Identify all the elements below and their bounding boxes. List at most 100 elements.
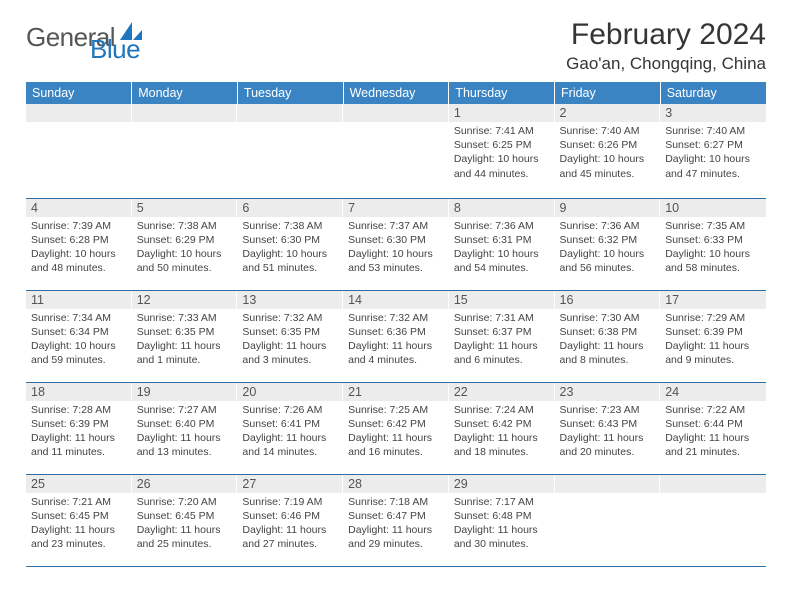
sunrise-text: Sunrise: 7:23 AM bbox=[560, 403, 656, 417]
sunrise-text: Sunrise: 7:38 AM bbox=[137, 219, 233, 233]
day-number: 29 bbox=[449, 475, 555, 493]
daylight-text: Daylight: 11 hours and 6 minutes. bbox=[454, 339, 550, 367]
daylight-text: Daylight: 11 hours and 29 minutes. bbox=[348, 523, 444, 551]
sunset-text: Sunset: 6:48 PM bbox=[454, 509, 550, 523]
calendar-day-cell bbox=[132, 104, 238, 198]
location: Gao'an, Chongqing, China bbox=[566, 54, 766, 74]
day-number: 21 bbox=[343, 383, 449, 401]
daylight-text: Daylight: 11 hours and 14 minutes. bbox=[242, 431, 338, 459]
col-saturday: Saturday bbox=[660, 82, 766, 104]
sunrise-text: Sunrise: 7:31 AM bbox=[454, 311, 550, 325]
daylight-text: Daylight: 11 hours and 1 minute. bbox=[137, 339, 233, 367]
day-body: Sunrise: 7:38 AMSunset: 6:29 PMDaylight:… bbox=[132, 217, 238, 280]
calendar-week-row: 18 Sunrise: 7:28 AMSunset: 6:39 PM Dayligh… bbox=[26, 382, 766, 474]
day-body: Sunrise: 7:19 AMSunset: 6:46 PMDaylight:… bbox=[237, 493, 343, 556]
sunrise-text: Sunrise: 7:24 AM bbox=[454, 403, 550, 417]
day-number bbox=[660, 475, 766, 493]
day-body: Sunrise: 7:27 AMSunset: 6:40 PMDaylight:… bbox=[132, 401, 238, 464]
daylight-text: Daylight: 10 hours and 53 minutes. bbox=[348, 247, 444, 275]
sunset-text: Sunset: 6:41 PM bbox=[242, 417, 338, 431]
calendar-thead: Sunday Monday Tuesday Wednesday Thursday… bbox=[26, 82, 766, 104]
calendar-day-cell: 10Sunrise: 7:35 AMSunset: 6:33 PMDayligh… bbox=[660, 198, 766, 290]
day-number: 7 bbox=[343, 199, 449, 217]
col-tuesday: Tuesday bbox=[237, 82, 343, 104]
daylight-text: Daylight: 11 hours and 23 minutes. bbox=[31, 523, 127, 551]
day-number: 5 bbox=[132, 199, 238, 217]
calendar-day-cell: 19Sunrise: 7:27 AMSunset: 6:40 PMDayligh… bbox=[132, 382, 238, 474]
sunset-text: Sunset: 6:25 PM bbox=[454, 138, 550, 152]
sunrise-text: Sunrise: 7:41 AM bbox=[454, 124, 550, 138]
day-number: 25 bbox=[26, 475, 132, 493]
col-thursday: Thursday bbox=[449, 82, 555, 104]
daylight-text: Daylight: 10 hours and 50 minutes. bbox=[137, 247, 233, 275]
day-body: Sunrise: 7:20 AMSunset: 6:45 PMDaylight:… bbox=[132, 493, 238, 556]
sunrise-text: Sunrise: 7:20 AM bbox=[137, 495, 233, 509]
calendar-week-row: 4Sunrise: 7:39 AMSunset: 6:28 PMDaylight… bbox=[26, 198, 766, 290]
day-body: Sunrise: 7:36 AMSunset: 6:32 PMDaylight:… bbox=[555, 217, 661, 280]
daylight-text: Daylight: 10 hours and 45 minutes. bbox=[560, 152, 656, 180]
sunrise-text: Sunrise: 7:19 AM bbox=[242, 495, 338, 509]
sunset-text: Sunset: 6:39 PM bbox=[31, 417, 127, 431]
sunset-text: Sunset: 6:42 PM bbox=[454, 417, 550, 431]
day-body: Sunrise: 7:17 AMSunset: 6:48 PMDaylight:… bbox=[449, 493, 555, 556]
calendar-day-cell: 18Sunrise: 7:28 AMSunset: 6:39 PMDayligh… bbox=[26, 382, 132, 474]
calendar-day-cell bbox=[343, 104, 449, 198]
sunset-text: Sunset: 6:38 PM bbox=[560, 325, 656, 339]
day-body: Sunrise: 7:30 AMSunset: 6:38 PMDaylight:… bbox=[555, 309, 661, 372]
sunrise-text: Sunrise: 7:34 AM bbox=[31, 311, 127, 325]
sunrise-text: Sunrise: 7:37 AM bbox=[348, 219, 444, 233]
calendar-day-cell: 1Sunrise: 7:41 AMSunset: 6:25 PMDaylight… bbox=[449, 104, 555, 198]
sunrise-text: Sunrise: 7:32 AM bbox=[242, 311, 338, 325]
day-number: 17 bbox=[660, 291, 766, 309]
day-body: Sunrise: 7:29 AMSunset: 6:39 PMDaylight:… bbox=[660, 309, 766, 372]
day-number: 2 bbox=[555, 104, 661, 122]
day-body: Sunrise: 7:35 AMSunset: 6:33 PMDaylight:… bbox=[660, 217, 766, 280]
calendar-body: 1Sunrise: 7:41 AMSunset: 6:25 PMDaylight… bbox=[26, 104, 766, 566]
sunset-text: Sunset: 6:45 PM bbox=[137, 509, 233, 523]
day-number bbox=[132, 104, 238, 122]
day-body: Sunrise: 7:25 AMSunset: 6:42 PMDaylight:… bbox=[343, 401, 449, 464]
sunset-text: Sunset: 6:27 PM bbox=[665, 138, 761, 152]
day-number: 14 bbox=[343, 291, 449, 309]
calendar-day-cell bbox=[555, 474, 661, 566]
day-number: 23 bbox=[555, 383, 661, 401]
day-body: Sunrise: 7:38 AMSunset: 6:30 PMDaylight:… bbox=[237, 217, 343, 280]
calendar-week-row: 11Sunrise: 7:34 AMSunset: 6:34 PMDayligh… bbox=[26, 290, 766, 382]
daylight-text: Daylight: 10 hours and 59 minutes. bbox=[31, 339, 127, 367]
sunset-text: Sunset: 6:44 PM bbox=[665, 417, 761, 431]
calendar-day-cell: 16Sunrise: 7:30 AMSunset: 6:38 PMDayligh… bbox=[555, 290, 661, 382]
calendar-day-cell: 3Sunrise: 7:40 AMSunset: 6:27 PMDaylight… bbox=[660, 104, 766, 198]
calendar-week-row: 1Sunrise: 7:41 AMSunset: 6:25 PMDaylight… bbox=[26, 104, 766, 198]
day-body: Sunrise: 7:40 AMSunset: 6:27 PMDaylight:… bbox=[660, 122, 766, 185]
day-body: Sunrise: 7:32 AMSunset: 6:35 PMDaylight:… bbox=[237, 309, 343, 372]
sunrise-text: Sunrise: 7:17 AM bbox=[454, 495, 550, 509]
day-number: 20 bbox=[237, 383, 343, 401]
calendar-day-cell: 24Sunrise: 7:22 AMSunset: 6:44 PMDayligh… bbox=[660, 382, 766, 474]
calendar-day-cell: 12Sunrise: 7:33 AMSunset: 6:35 PMDayligh… bbox=[132, 290, 238, 382]
sunrise-text: Sunrise: 7:28 AM bbox=[31, 403, 127, 417]
daylight-text: Daylight: 10 hours and 56 minutes. bbox=[560, 247, 656, 275]
sunrise-text: Sunrise: 7:36 AM bbox=[454, 219, 550, 233]
day-body: Sunrise: 7:18 AMSunset: 6:47 PMDaylight:… bbox=[343, 493, 449, 556]
title-block: February 2024 Gao'an, Chongqing, China bbox=[566, 18, 766, 74]
day-number: 26 bbox=[132, 475, 238, 493]
calendar-day-cell: 8Sunrise: 7:36 AMSunset: 6:31 PMDaylight… bbox=[449, 198, 555, 290]
sunrise-text: Sunrise: 7:22 AM bbox=[665, 403, 761, 417]
sunset-text: Sunset: 6:33 PM bbox=[665, 233, 761, 247]
calendar-day-cell bbox=[237, 104, 343, 198]
sunset-text: Sunset: 6:31 PM bbox=[454, 233, 550, 247]
day-number bbox=[237, 104, 343, 122]
calendar-day-cell: 29Sunrise: 7:17 AMSunset: 6:48 PMDayligh… bbox=[449, 474, 555, 566]
calendar-day-cell: 7Sunrise: 7:37 AMSunset: 6:30 PMDaylight… bbox=[343, 198, 449, 290]
page: General Blue February 2024 Gao'an, Chong… bbox=[0, 0, 792, 585]
sunrise-text: Sunrise: 7:38 AM bbox=[242, 219, 338, 233]
day-body: Sunrise: 7:33 AMSunset: 6:35 PMDaylight:… bbox=[132, 309, 238, 372]
day-number: 18 bbox=[26, 383, 132, 401]
calendar-table: Sunday Monday Tuesday Wednesday Thursday… bbox=[26, 82, 766, 567]
day-number: 15 bbox=[449, 291, 555, 309]
daylight-text: Daylight: 11 hours and 9 minutes. bbox=[665, 339, 761, 367]
day-body: Sunrise: 7:40 AMSunset: 6:26 PMDaylight:… bbox=[555, 122, 661, 185]
calendar-day-cell bbox=[660, 474, 766, 566]
daylight-text: Daylight: 11 hours and 4 minutes. bbox=[348, 339, 444, 367]
calendar-day-cell: 4Sunrise: 7:39 AMSunset: 6:28 PMDaylight… bbox=[26, 198, 132, 290]
